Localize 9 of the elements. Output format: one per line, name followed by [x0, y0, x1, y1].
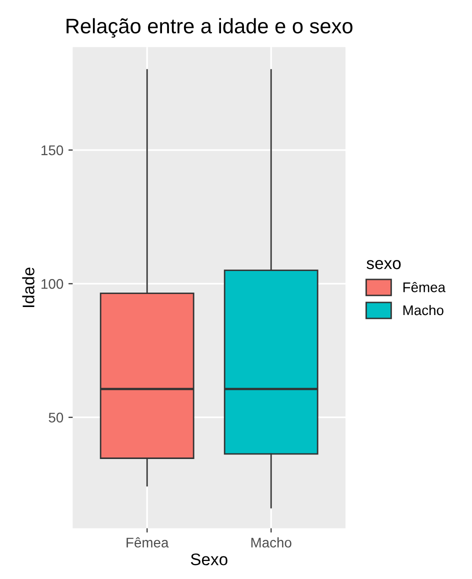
- x-axis-title: Sexo: [190, 553, 228, 566]
- y-axis-title: Idade: [22, 268, 34, 308]
- y-tick-label: 100: [42, 279, 64, 289]
- legend-title: sexo: [366, 260, 401, 270]
- legend-label: Macho: [403, 304, 444, 316]
- legend-label: Fêmea: [403, 282, 446, 292]
- y-tick-label: 150: [42, 145, 64, 156]
- y-tick-label: 50: [48, 412, 64, 423]
- chart-title: Relação entre a idade e o sexo: [66, 18, 352, 38]
